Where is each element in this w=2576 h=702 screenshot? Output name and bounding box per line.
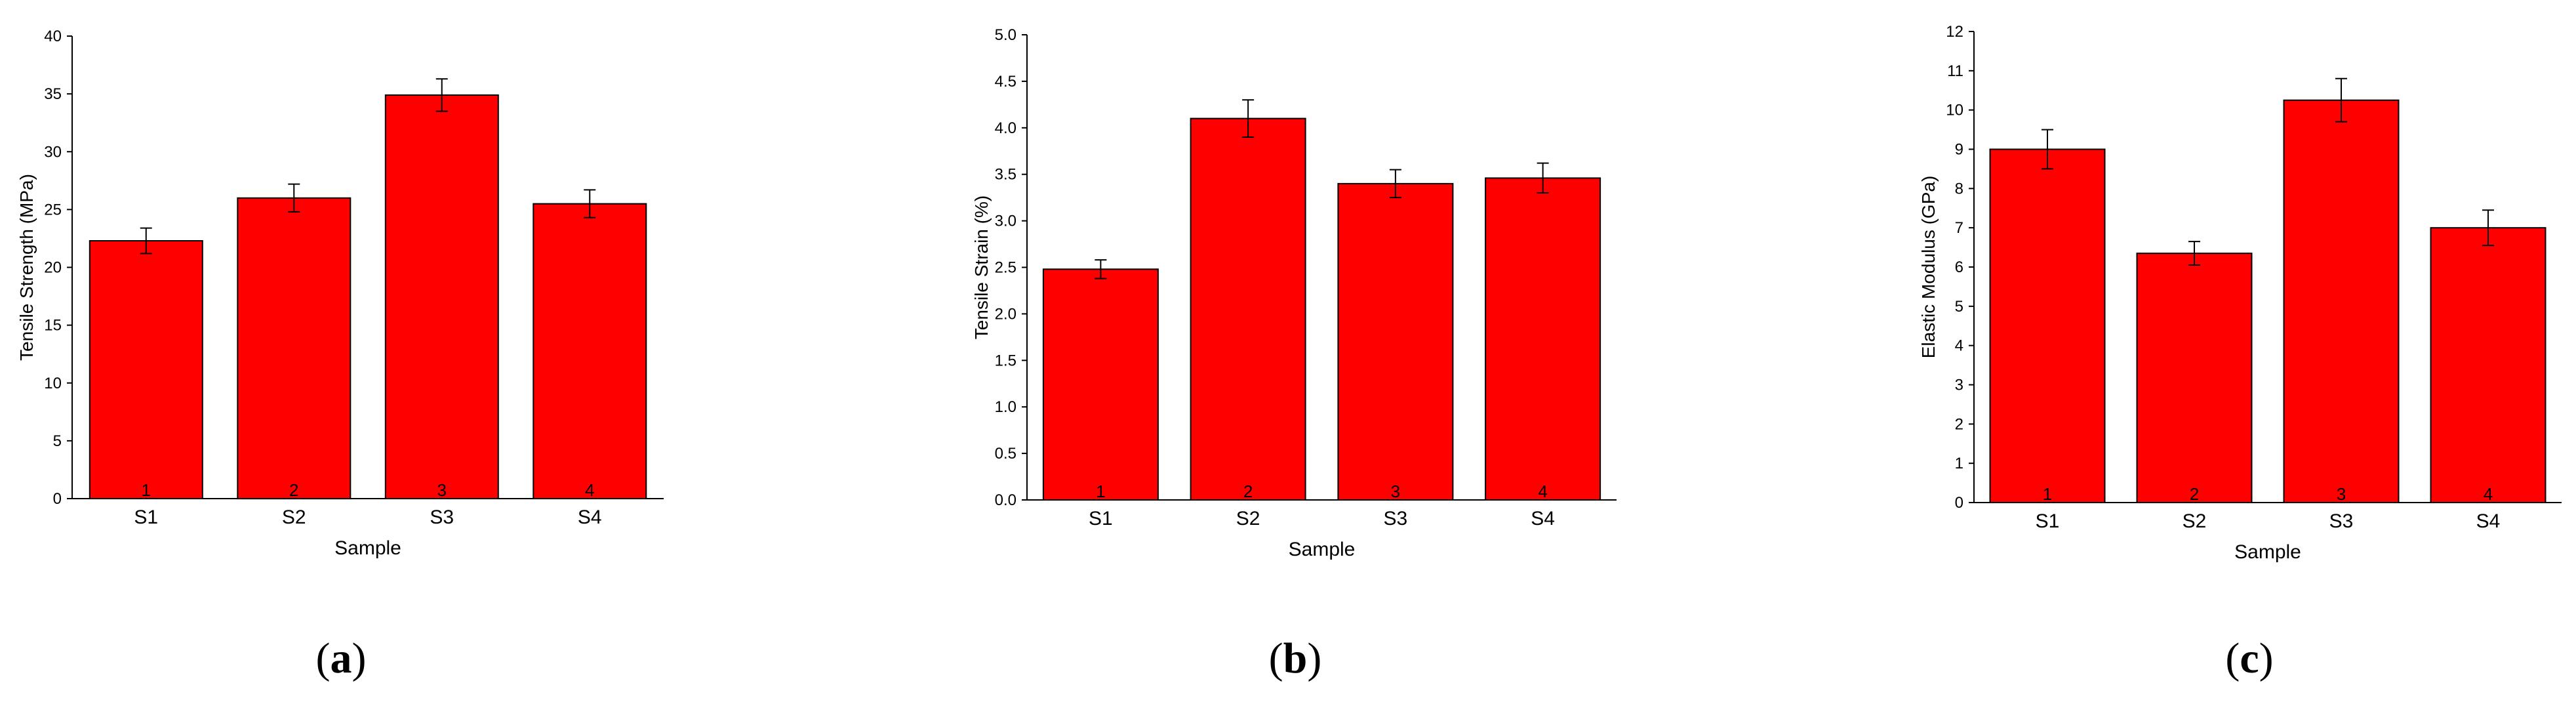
y-axis-title: Elastic Modulus (GPa) [1918,176,1939,359]
bar-number: 4 [585,480,594,500]
x-tick-label: S2 [2183,510,2207,532]
bar-s4 [2430,227,2546,503]
y-tick-label: 4.0 [995,119,1016,137]
y-tick-label: 11 [1947,62,1963,80]
error-bar-s4 [2482,209,2494,247]
y-tick-label: 5 [53,432,62,450]
x-tick-label: S4 [1531,508,1555,529]
x-tick-label: S3 [2329,510,2354,532]
panel-label: (a) [316,634,367,682]
error-bar-s2 [2188,241,2200,266]
y-tick-label: 7 [1955,219,1963,237]
error-bar-s1 [140,227,152,255]
panel-label: (c) [2225,634,2273,682]
error-bar-s3 [435,78,448,112]
y-tick-label: 20 [44,259,62,277]
bar-s3 [2283,99,2400,503]
y-tick-label: 2.0 [995,305,1016,323]
y-axis-title: Tensile Strain (%) [971,196,992,339]
bar-s1 [89,240,203,499]
y-tick-label: 3.0 [995,213,1016,230]
y-tick-label: 1 [1955,455,1963,472]
bar-s1 [1989,148,2106,503]
error-bar-s3 [1389,169,1401,199]
y-axis-title: Tensile Strength (MPa) [16,174,37,361]
chart-panel-a: 1 S1 2 S2 3 S3 4 S4 0 5 10 15 20 25 30 35 40 Tensile Stre… [16,28,664,682]
bar-number: 1 [142,480,151,500]
error-bar-s4 [584,189,596,218]
error-bar-s1 [1095,259,1107,279]
y-tick-label: 6 [1955,258,1963,276]
x-tick-label: S4 [578,506,602,528]
bar-number: 3 [437,480,447,500]
x-axis-title: Sample [2234,541,2301,563]
bar-s2 [237,197,352,500]
bar-s3 [1337,182,1454,501]
y-tick-label: 4.5 [995,73,1016,91]
error-bar-s4 [1537,162,1549,194]
y-tick-label: 4 [1955,337,1963,355]
y-tick-label: 10 [1946,102,1963,119]
bar-number: 2 [289,480,298,500]
bar-number: 2 [2190,484,2199,504]
bar-s2 [2136,253,2253,503]
x-tick-label: S3 [430,506,454,528]
bar-number: 1 [2043,484,2052,504]
y-tick-label: 0.5 [995,445,1016,463]
panel-label: (b) [1269,634,1322,682]
x-tick-label: S3 [1384,508,1408,529]
x-tick-label: S2 [1236,508,1260,529]
bar-number: 3 [1391,482,1400,501]
y-tick-label: 8 [1955,180,1963,197]
y-tick-label: 5 [1955,298,1963,316]
y-tick-label: 2.5 [995,259,1016,277]
bar-s2 [1190,117,1306,501]
bar-number: 1 [1096,482,1105,501]
y-tick-label: 40 [44,28,62,45]
y-tick-label: 5.0 [995,26,1016,44]
bar-number: 4 [2484,484,2493,504]
y-tick-label: 9 [1955,141,1963,159]
y-tick-label: 30 [44,143,62,161]
y-tick-label: 35 [44,85,62,103]
y-tick-label: 1.0 [995,398,1016,416]
x-tick-label: S2 [282,506,306,528]
y-tick-label: 10 [44,375,62,392]
bar-s4 [533,203,647,499]
y-tick-label: 3.5 [995,166,1016,184]
y-tick-label: 0 [1955,494,1963,512]
bar-number: 4 [1538,482,1547,501]
bar-s1 [1042,268,1159,501]
error-bar-s3 [2335,77,2347,123]
y-tick-label: 3 [1955,377,1963,394]
x-tick-label: S1 [134,506,158,528]
y-tick-label: 1.5 [995,352,1016,369]
bar-number: 3 [2337,484,2346,504]
y-tick-label: 0 [53,490,62,508]
x-axis-title: Sample [334,537,401,559]
x-axis-title: Sample [1289,539,1356,560]
chart-panel-b: 1 S1 2 S2 3 S3 4 S4 0.0 0.5 1.0 1.5 2.0 2.5 3.0 3.5 4.0 4… [971,26,1617,682]
y-tick-label: 12 [1946,23,1963,41]
error-bar-s2 [1242,99,1255,138]
bar-number: 2 [1243,482,1253,501]
y-tick-label: 15 [44,317,62,335]
x-tick-label: S1 [1089,508,1113,529]
x-tick-label: S1 [2036,510,2060,532]
x-tick-label: S4 [2476,510,2501,532]
error-bar-s2 [288,183,300,213]
bar-s3 [384,94,499,499]
y-tick-label: 2 [1955,415,1963,433]
bar-s4 [1485,177,1601,501]
y-tick-label: 25 [44,201,62,218]
error-bar-s1 [2042,129,2053,170]
y-tick-label: 0.0 [995,491,1016,509]
